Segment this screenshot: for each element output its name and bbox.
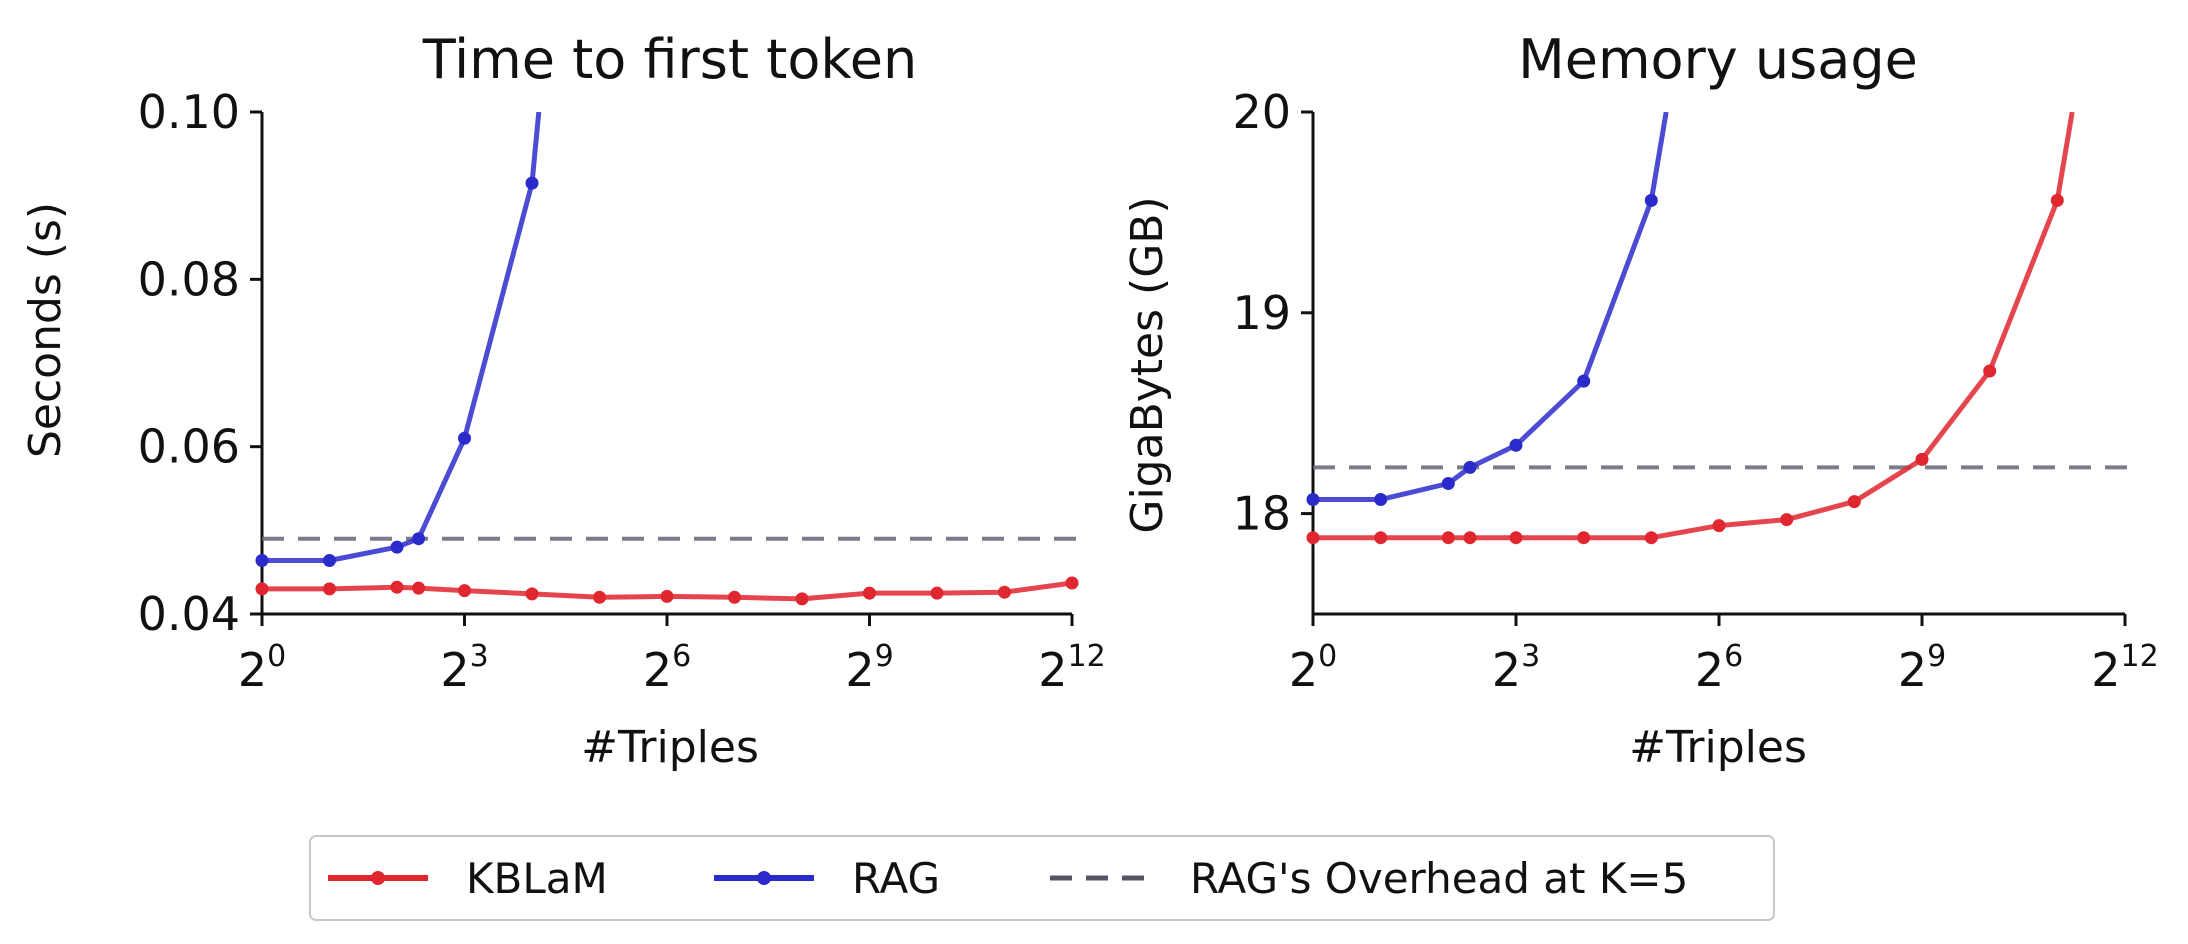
legend-label-rag: RAG [852, 854, 940, 903]
data-point-kblam [728, 591, 741, 604]
data-point-rag [323, 554, 336, 567]
data-point-kblam [1442, 531, 1455, 544]
x-tick-label: 26 [643, 639, 691, 697]
series-line-kblam [1313, 112, 2072, 538]
x-tick-label: 20 [1289, 639, 1337, 697]
y-tick-label: 0.08 [138, 252, 240, 306]
x-tick-label: 23 [440, 639, 488, 697]
data-point-rag [391, 541, 404, 554]
data-point-kblam [863, 587, 876, 600]
data-point-kblam [1780, 513, 1793, 526]
data-point-kblam [323, 582, 336, 595]
data-point-rag [1510, 439, 1523, 452]
data-point-kblam [1464, 531, 1477, 544]
data-point-kblam [412, 582, 425, 595]
data-point-kblam [1645, 531, 1658, 544]
plot-area [1307, 112, 2131, 544]
y-tick-label: 19 [1232, 286, 1291, 340]
data-point-kblam [526, 587, 539, 600]
legend-label-overhead: RAG's Overhead at K=5 [1190, 854, 1688, 903]
x-tick-label: 23 [1492, 639, 1540, 697]
x-tick-label: 20 [238, 639, 286, 697]
data-point-kblam [2051, 194, 2064, 207]
data-point-rag [1464, 461, 1477, 474]
x-axis-label: #Triples [1629, 722, 1807, 773]
data-point-rag [458, 432, 471, 445]
x-axis-label: #Triples [581, 722, 759, 773]
data-point-kblam [1983, 365, 1996, 378]
x-tick-label: 29 [845, 639, 893, 697]
y-tick-label: 0.06 [138, 420, 240, 474]
data-point-kblam [1916, 453, 1929, 466]
data-point-kblam [931, 587, 944, 600]
x-tick-label: 212 [1038, 639, 1105, 697]
legend-label-kblam: KBLaM [466, 854, 608, 903]
chart-title: Memory usage [1518, 28, 1918, 91]
data-point-kblam [458, 584, 471, 597]
data-point-rag [526, 177, 539, 190]
data-point-kblam [1066, 577, 1079, 590]
y-tick-label: 20 [1232, 85, 1291, 139]
y-axis-label: Seconds (s) [20, 202, 71, 458]
y-tick-label: 0.10 [138, 85, 240, 139]
x-tick-label: 26 [1695, 639, 1743, 697]
data-point-kblam [1374, 531, 1387, 544]
data-point-kblam [1577, 531, 1590, 544]
data-point-rag [1374, 493, 1387, 506]
data-point-kblam [1848, 495, 1861, 508]
chart-time-to-first-token: Time to first token #Triples Seconds (s)… [20, 28, 1106, 773]
figure: Time to first token #Triples Seconds (s)… [0, 0, 2188, 944]
data-point-kblam [1307, 531, 1320, 544]
chart-memory-usage: Memory usage #Triples GigaBytes (GB) 18 1… [1122, 28, 2159, 773]
x-tick-label: 212 [2091, 639, 2158, 697]
data-point-rag [1442, 477, 1455, 490]
data-point-kblam [1510, 531, 1523, 544]
y-tick-label: 0.04 [138, 587, 240, 641]
data-point-kblam [1713, 519, 1726, 532]
data-point-rag [1645, 194, 1658, 207]
y-axis-label: GigaBytes (GB) [1122, 196, 1173, 533]
chart-title: Time to first token [422, 28, 917, 91]
plot-area [256, 112, 1079, 605]
data-point-rag [1307, 493, 1320, 506]
data-point-rag [256, 554, 269, 567]
data-point-rag [1577, 375, 1590, 388]
series-line-rag [262, 112, 539, 561]
data-point-kblam [661, 590, 674, 603]
data-point-kblam [796, 592, 809, 605]
legend: KBLaM RAG RAG's Overhead at K=5 [310, 836, 1774, 920]
data-point-kblam [256, 582, 269, 595]
data-point-kblam [593, 591, 606, 604]
x-tick-label: 29 [1898, 639, 1946, 697]
legend-marker-kblam [371, 871, 385, 885]
y-tick-label: 18 [1232, 487, 1291, 541]
series-line-rag [1313, 112, 1666, 500]
data-point-kblam [998, 586, 1011, 599]
legend-marker-rag [757, 871, 771, 885]
data-point-rag [412, 532, 425, 545]
data-point-kblam [391, 581, 404, 594]
